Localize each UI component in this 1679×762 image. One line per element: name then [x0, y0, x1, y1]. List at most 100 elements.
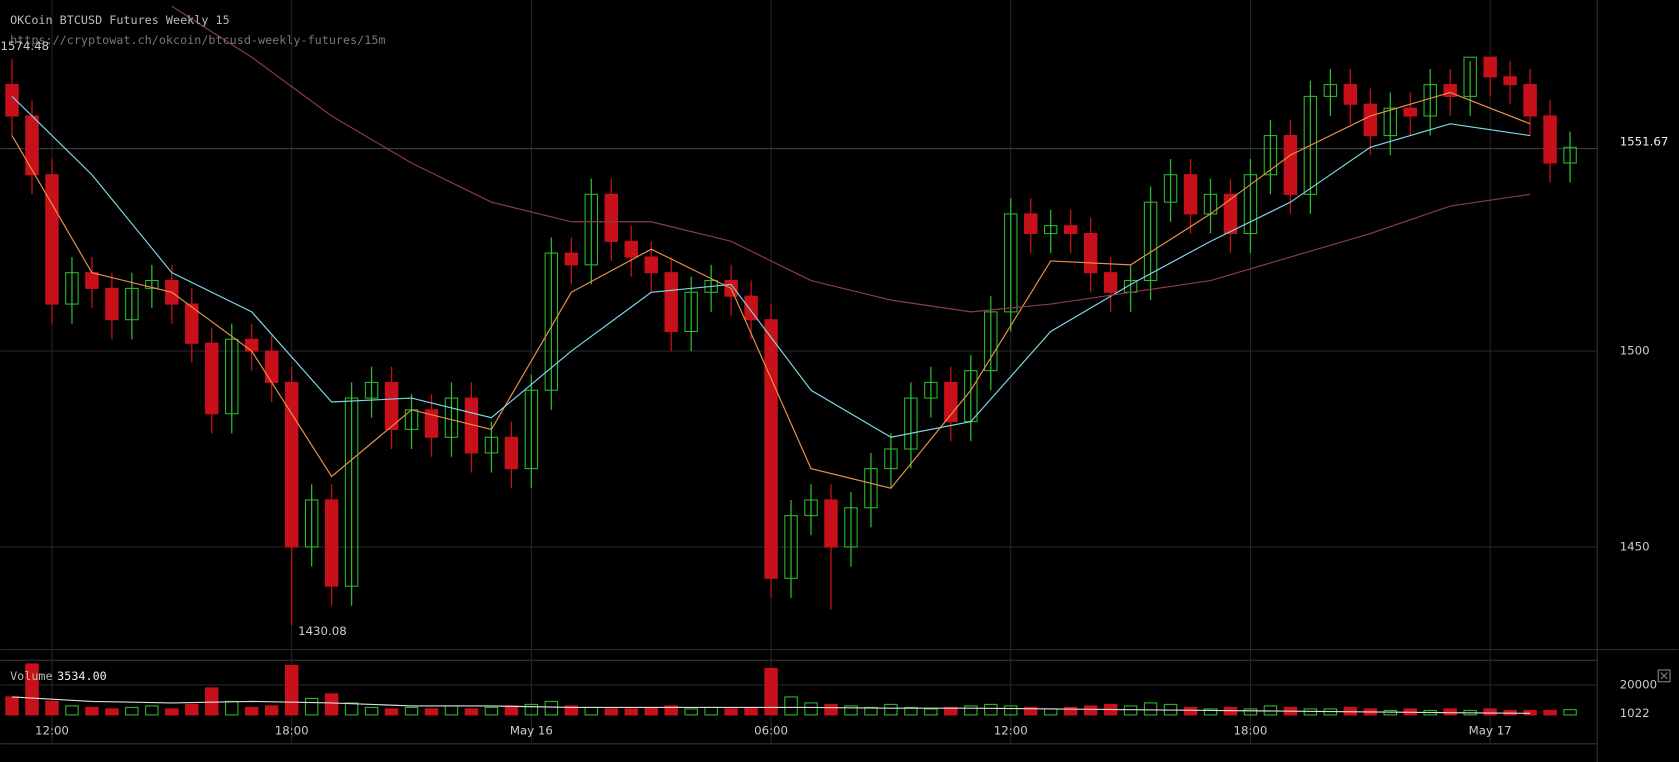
candle-body: [1443, 84, 1457, 97]
volume-bar: [1563, 709, 1577, 716]
x-tick-label: 06:00: [754, 723, 788, 737]
candle-body: [65, 272, 79, 305]
volume-bar: [604, 708, 618, 716]
volume-bar: [185, 703, 199, 716]
candle-body: [904, 397, 918, 450]
last-price-label: 1551.67: [1620, 135, 1669, 149]
x-tick-label: May 17: [1469, 723, 1512, 737]
volume-bar: [884, 703, 898, 716]
volume-bar: [904, 706, 918, 716]
candle-body: [1043, 225, 1058, 235]
labels: OKCoin BTCUSD Futures Weekly 15 https://…: [0, 13, 1671, 737]
volume-bar: [45, 700, 59, 716]
candle-body: [1483, 56, 1497, 78]
volume-bar: [1143, 702, 1158, 716]
volume-bar: [764, 667, 778, 716]
candle-body: [85, 272, 99, 289]
candle-body: [5, 84, 19, 117]
candle-body: [1563, 146, 1577, 164]
candle-body: [804, 499, 818, 517]
candle-body: [684, 291, 698, 333]
volume-bar: [145, 705, 159, 716]
volume-bar: [244, 706, 259, 716]
candle-body: [664, 272, 678, 333]
candle-body: [564, 252, 579, 266]
candle-body: [1543, 115, 1557, 164]
volume-bar: [664, 705, 678, 716]
candle-body: [205, 342, 219, 415]
close-volume-button[interactable]: [1657, 669, 1671, 683]
candle-body: [944, 381, 958, 423]
volume-bar: [105, 708, 119, 716]
candle-body: [704, 280, 718, 293]
max-label: 1574.48: [0, 39, 49, 53]
candle-body: [1083, 232, 1098, 274]
volume-bar: [1203, 708, 1218, 716]
candle-body: [1143, 201, 1158, 282]
indicator-line: [171, 5, 1531, 313]
volume-average-line: [11, 696, 1531, 714]
volume-bar: [964, 705, 978, 716]
volume-bar: [784, 696, 798, 716]
candle-body: [105, 287, 119, 321]
candle-body: [185, 303, 199, 344]
volume-bar: [284, 664, 299, 716]
volume-bar: [484, 706, 499, 716]
volume-bar: [424, 708, 439, 716]
candle-body: [1163, 174, 1178, 203]
volume-bar: [1004, 705, 1018, 716]
indicator-line: [11, 91, 1531, 489]
volume-bar: [644, 706, 658, 716]
volume-tick-label: 20000: [1620, 677, 1657, 691]
volume-bar: [65, 705, 79, 716]
candle-body: [225, 338, 239, 415]
chart-title: OKCoin BTCUSD Futures Weekly 15: [10, 13, 230, 27]
volume-bar: [344, 702, 359, 716]
candle-body: [364, 381, 379, 399]
candle-body: [1103, 272, 1118, 293]
candle-body: [824, 499, 838, 548]
candle-body: [844, 507, 858, 548]
volume-title: Volume: [10, 669, 53, 683]
volume-bar: [524, 703, 539, 716]
volume-bar: [264, 705, 279, 716]
candle-body: [644, 256, 658, 274]
candle-body: [304, 499, 319, 548]
candle-body: [504, 436, 519, 470]
candle-body: [484, 436, 499, 454]
candle-body: [1223, 193, 1238, 235]
candle-body: [524, 389, 539, 470]
candle-body: [1303, 95, 1318, 195]
y-tick-label: 1450: [1620, 539, 1650, 553]
volume-bar: [1483, 708, 1497, 716]
candle-body: [284, 381, 299, 548]
volume-bar: [464, 708, 479, 716]
volume-bar: [564, 705, 579, 716]
chart-subtitle: https://cryptowat.ch/okcoin/btcusd-weekl…: [10, 33, 385, 47]
candle-body: [1323, 84, 1338, 97]
candle-body: [145, 280, 159, 289]
candle-body: [1283, 135, 1298, 195]
volume-bar: [984, 703, 998, 716]
volume-bar: [1123, 705, 1138, 716]
volume-bar: [1083, 705, 1098, 716]
candle-body: [764, 319, 778, 579]
plot-area: [5, 5, 1577, 716]
volume-bar: [384, 708, 399, 716]
x-tick-label: 12:00: [35, 723, 69, 737]
volume-bar: [165, 708, 179, 716]
volume-bar: [404, 706, 419, 716]
volume-bar: [1183, 706, 1198, 716]
x-tick-label: 12:00: [994, 723, 1028, 737]
volume-bar: [1024, 706, 1038, 716]
candle-body: [45, 174, 59, 305]
candle-body: [1363, 103, 1378, 137]
volume-bar: [844, 705, 858, 716]
candle-body: [344, 397, 359, 587]
volume-bar: [85, 706, 99, 716]
x-tick-label: May 16: [510, 723, 553, 737]
candle-body: [1063, 225, 1078, 235]
volume-bar: [744, 706, 758, 716]
